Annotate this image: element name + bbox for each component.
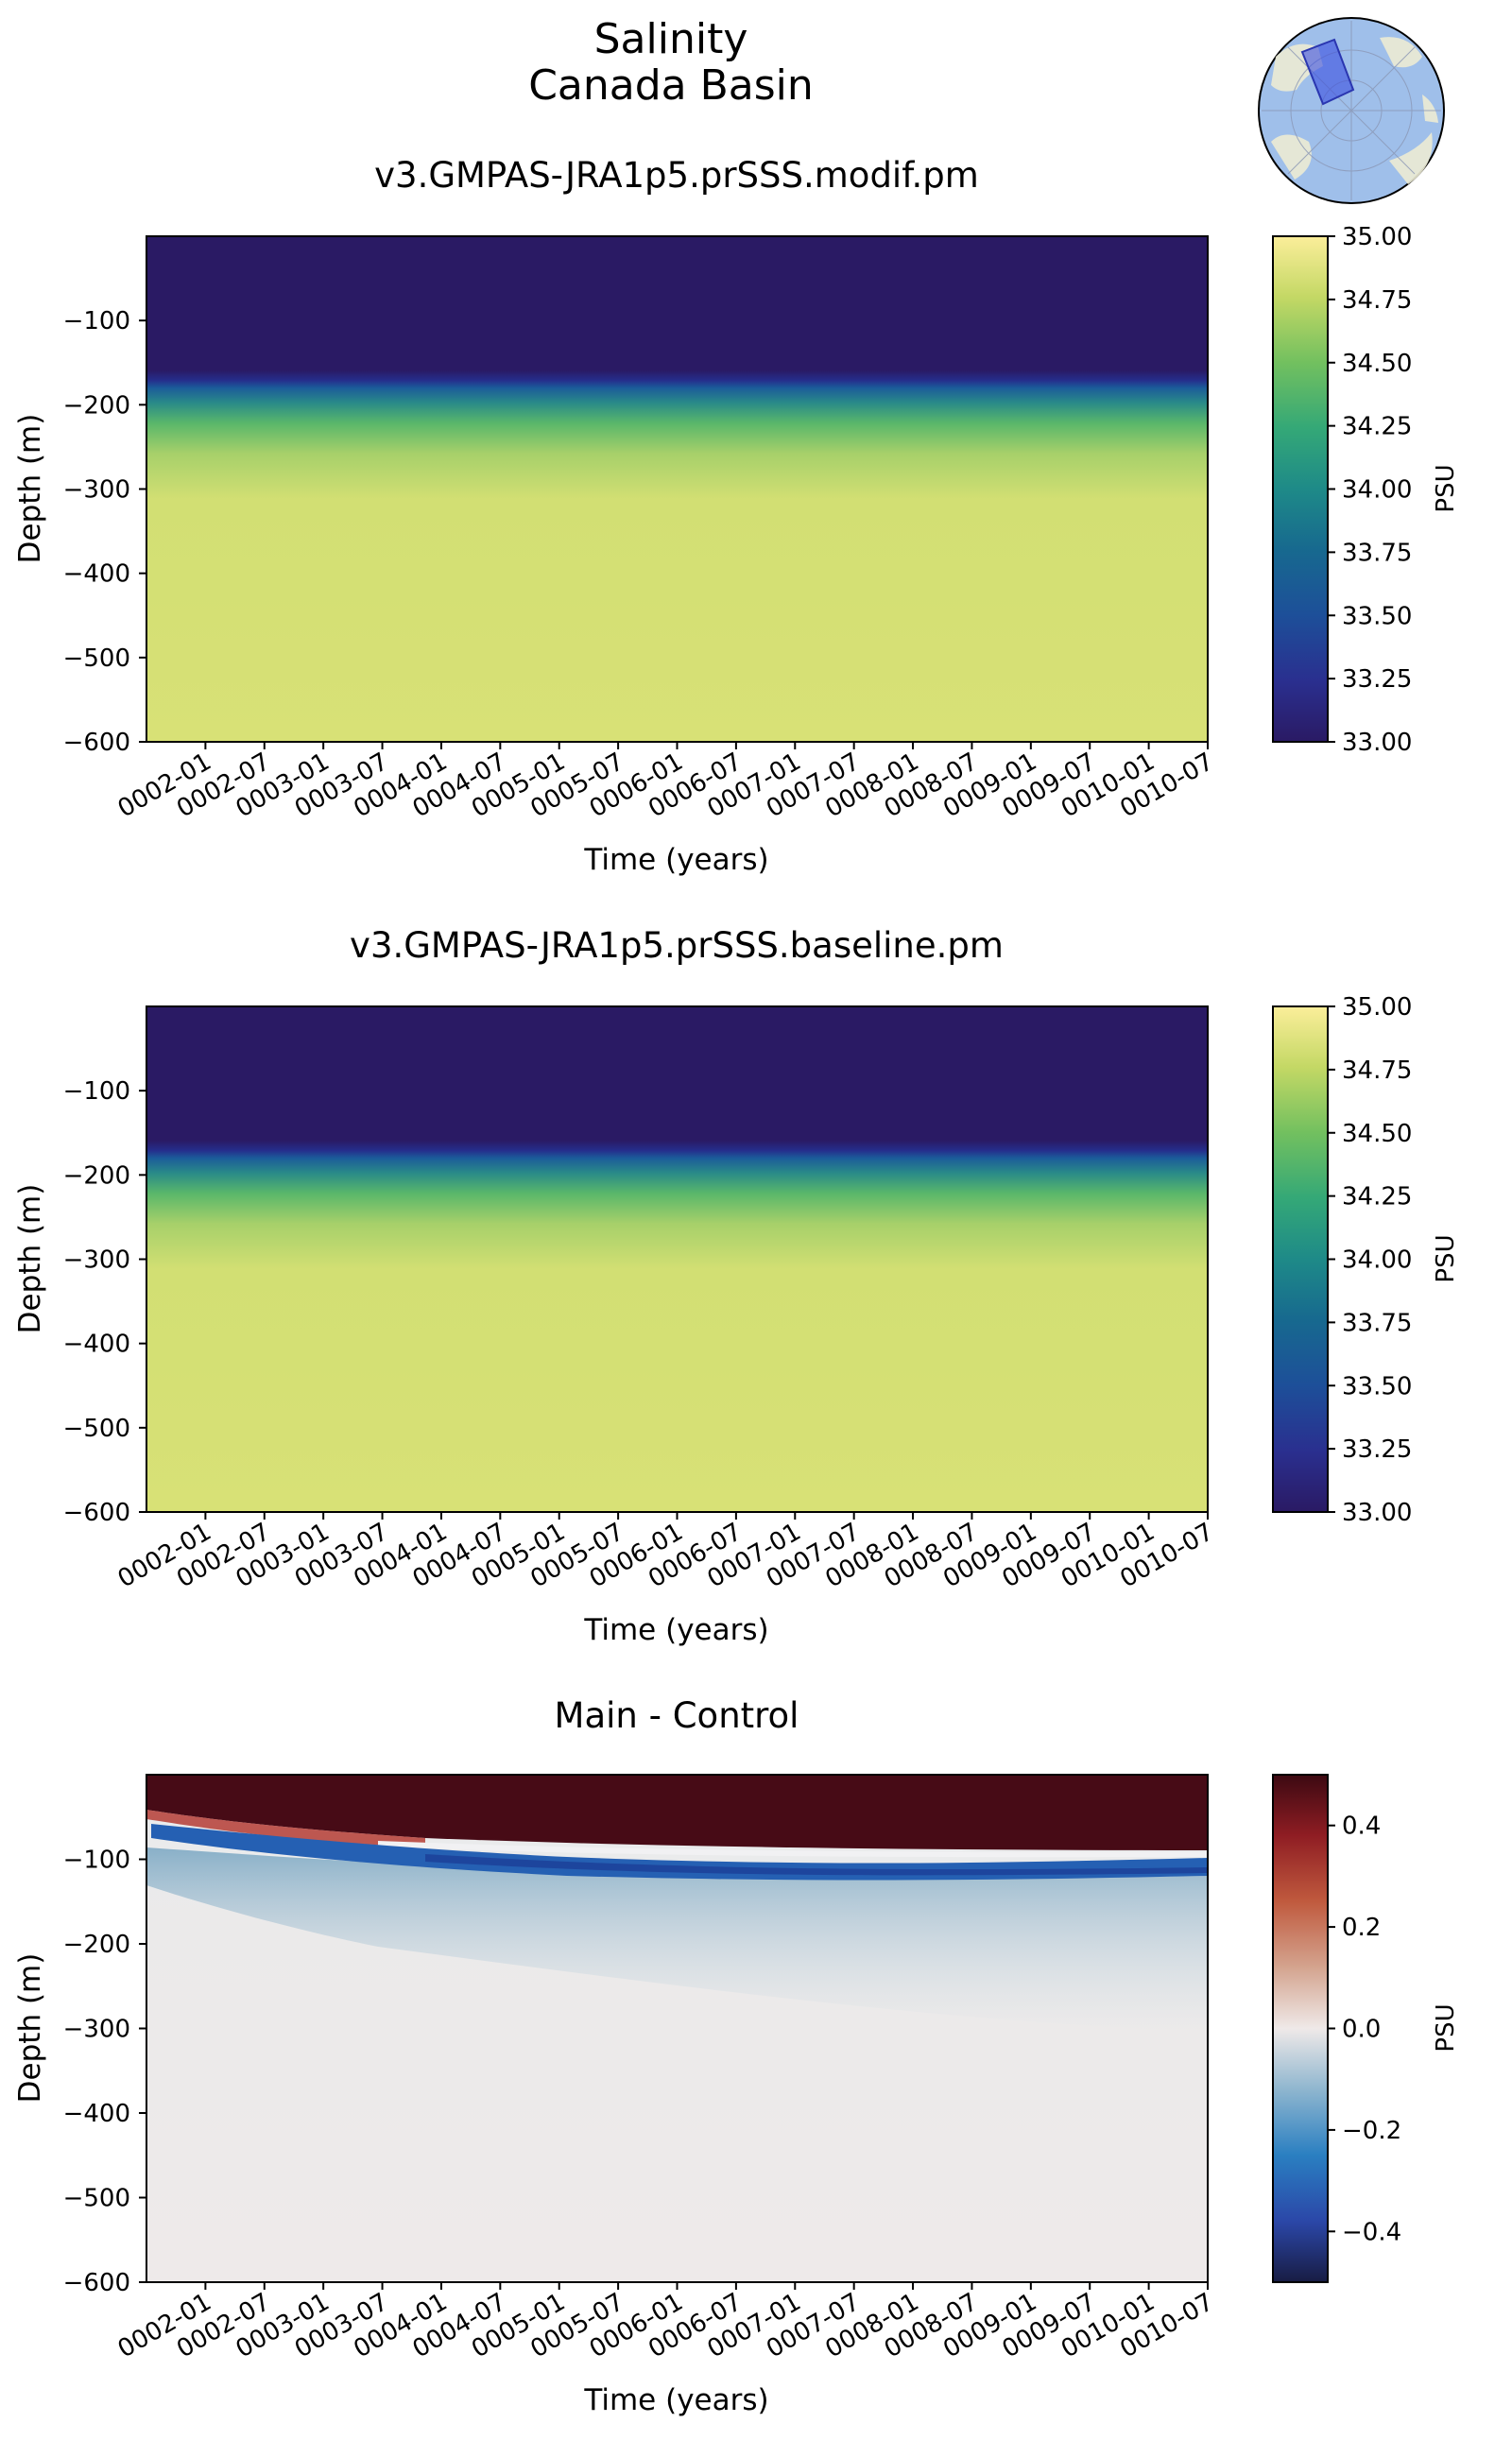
y-tick-label: −300 bbox=[63, 1246, 130, 1275]
colorbar-tick-label: 0.0 bbox=[1342, 2016, 1381, 2044]
colorbar bbox=[1272, 235, 1329, 743]
y-tick-label: −300 bbox=[63, 2016, 130, 2044]
y-tick-label: −400 bbox=[63, 1331, 130, 1359]
colorbar-tick-label: 33.25 bbox=[1342, 1435, 1412, 1464]
colorbar-tick-label: 33.00 bbox=[1342, 729, 1412, 757]
colorbar-tick-label: 34.50 bbox=[1342, 350, 1412, 378]
panel-difference: Main - Control Depth (m) Time (years) −1… bbox=[13, 1695, 1460, 2417]
colorbar-tick-label: 33.00 bbox=[1342, 1499, 1412, 1527]
x-ticks: 0002-010002-070003-010003-070004-010004-… bbox=[113, 742, 1219, 823]
colorbar-tick-label: −0.2 bbox=[1342, 2117, 1401, 2145]
y-tick-label: −100 bbox=[63, 1847, 130, 1875]
panel-baseline: v3.GMPAS-JRA1p5.prSSS.baseline.pm Depth … bbox=[13, 925, 1460, 1647]
x-axis-label: Time (years) bbox=[583, 843, 768, 877]
figure-title: Salinity bbox=[594, 15, 748, 63]
x-axis-label: Time (years) bbox=[583, 2383, 768, 2417]
colorbar-tick-label: 33.25 bbox=[1342, 665, 1412, 694]
y-tick-label: −500 bbox=[63, 1415, 130, 1443]
x-ticks: 0002-010002-070003-010003-070004-010004-… bbox=[113, 1512, 1219, 1593]
y-ticks: −100 −200 −300 −400 −500 −600 bbox=[63, 1847, 146, 2297]
colorbar-tick-label: 34.75 bbox=[1342, 1057, 1412, 1085]
colorbar bbox=[1272, 1774, 1329, 2283]
y-tick-label: −400 bbox=[63, 2100, 130, 2128]
y-tick-label: −100 bbox=[63, 1077, 130, 1106]
y-axis-label: Depth (m) bbox=[13, 414, 47, 564]
colorbar-tick-label: 34.25 bbox=[1342, 1183, 1412, 1211]
y-tick-label: −300 bbox=[63, 476, 130, 505]
colorbar-tick-label: 34.75 bbox=[1342, 286, 1412, 315]
y-ticks: −100 −200 −300 −400 −500 −600 bbox=[63, 1077, 146, 1527]
colorbar-tick-label: 34.00 bbox=[1342, 476, 1412, 505]
colorbar-tick-label: 33.75 bbox=[1342, 1309, 1412, 1337]
colorbar-tick-label: −0.4 bbox=[1342, 2218, 1401, 2246]
colorbar-tick-label: 34.50 bbox=[1342, 1120, 1412, 1148]
colorbar-label: PSU bbox=[1432, 2003, 1460, 2052]
y-axis-label: Depth (m) bbox=[13, 1184, 47, 1334]
y-tick-label: −500 bbox=[63, 2185, 130, 2213]
panel-title: v3.GMPAS-JRA1p5.prSSS.modif.pm bbox=[374, 155, 979, 196]
panel-title: Main - Control bbox=[555, 1695, 799, 1736]
x-axis-label: Time (years) bbox=[583, 1613, 768, 1647]
y-tick-label: −500 bbox=[63, 644, 130, 673]
heatmap-salinity bbox=[146, 236, 1208, 742]
colorbar-label: PSU bbox=[1432, 464, 1460, 512]
colorbar-tick-label: 33.50 bbox=[1342, 1372, 1412, 1400]
panel-title: v3.GMPAS-JRA1p5.prSSS.baseline.pm bbox=[350, 925, 1004, 966]
colorbar-tick-label: 35.00 bbox=[1342, 223, 1412, 251]
y-tick-label: −600 bbox=[63, 729, 130, 757]
colorbar bbox=[1272, 1005, 1329, 1513]
panel-modif: v3.GMPAS-JRA1p5.prSSS.modif.pm Depth (m)… bbox=[13, 155, 1460, 877]
y-tick-label: −200 bbox=[63, 391, 130, 420]
colorbar-tick-label: 0.2 bbox=[1342, 1914, 1381, 1942]
y-axis-label: Depth (m) bbox=[13, 1953, 47, 2104]
colorbar-label: PSU bbox=[1432, 1234, 1460, 1282]
x-ticks: 0002-010002-070003-010003-070004-010004-… bbox=[113, 2282, 1219, 2363]
colorbar-tick-label: 33.75 bbox=[1342, 539, 1412, 567]
colorbar-ticks: 0.4 0.2 0.0 −0.2 −0.4 bbox=[1328, 1813, 1401, 2246]
y-tick-label: −100 bbox=[63, 307, 130, 335]
colorbar-ticks: 35.00 34.75 34.50 34.25 34.00 33.75 33.50 33.25… bbox=[1328, 993, 1412, 1527]
colorbar-tick-label: 34.25 bbox=[1342, 413, 1412, 441]
y-tick-label: −600 bbox=[63, 2269, 130, 2297]
colorbar-ticks: 35.00 34.75 34.50 34.25 34.00 33.75 33.50 33.25… bbox=[1328, 223, 1412, 757]
colorbar-tick-label: 0.4 bbox=[1342, 1813, 1381, 1841]
colorbar-tick-label: 35.00 bbox=[1342, 993, 1412, 1022]
figure-subtitle: Canada Basin bbox=[528, 61, 814, 110]
y-tick-label: −200 bbox=[63, 1161, 130, 1190]
arctic-region-map-icon bbox=[1258, 17, 1445, 204]
y-tick-label: −200 bbox=[63, 1931, 130, 1959]
heatmap-salinity bbox=[146, 1006, 1208, 1512]
colorbar-tick-label: 34.00 bbox=[1342, 1246, 1412, 1275]
colorbar-tick-label: 33.50 bbox=[1342, 602, 1412, 630]
heatmap-difference bbox=[146, 1775, 1208, 2282]
y-ticks: −100 −200 −300 −400 −500 −600 bbox=[63, 307, 146, 757]
y-tick-label: −400 bbox=[63, 560, 130, 589]
y-tick-label: −600 bbox=[63, 1499, 130, 1527]
